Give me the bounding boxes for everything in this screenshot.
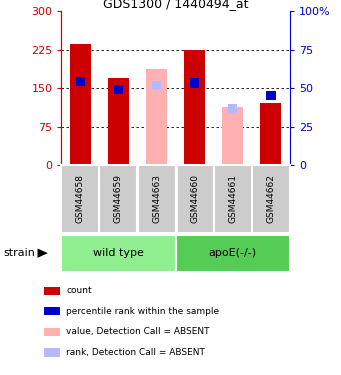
Bar	[76, 77, 85, 86]
Text: percentile rank within the sample: percentile rank within the sample	[66, 307, 220, 316]
Bar	[184, 50, 205, 165]
Polygon shape	[38, 248, 48, 258]
Text: value, Detection Call = ABSENT: value, Detection Call = ABSENT	[66, 327, 210, 336]
Bar	[252, 165, 290, 232]
Text: apoE(-/-): apoE(-/-)	[209, 248, 257, 258]
Text: GSM44662: GSM44662	[266, 174, 275, 223]
Text: strain: strain	[3, 248, 35, 258]
Bar	[214, 165, 252, 232]
Bar	[228, 104, 237, 113]
Title: GDS1300 / 1440494_at: GDS1300 / 1440494_at	[103, 0, 248, 10]
Bar	[146, 69, 167, 165]
Bar	[222, 107, 243, 165]
Bar	[176, 165, 214, 232]
Text: rank, Detection Call = ABSENT: rank, Detection Call = ABSENT	[66, 348, 205, 357]
Bar	[152, 81, 161, 90]
Bar	[70, 44, 91, 165]
Bar	[190, 78, 199, 88]
Bar	[61, 165, 100, 232]
Text: GSM44658: GSM44658	[76, 174, 85, 223]
Bar	[266, 91, 276, 101]
Bar	[260, 104, 281, 165]
Bar	[100, 165, 137, 232]
Text: GSM44659: GSM44659	[114, 174, 123, 223]
Text: GSM44663: GSM44663	[152, 174, 161, 223]
Text: GSM44661: GSM44661	[228, 174, 237, 223]
Text: count: count	[66, 286, 92, 295]
Text: wild type: wild type	[93, 248, 144, 258]
Bar	[176, 235, 290, 272]
Bar	[108, 78, 129, 165]
Bar	[137, 165, 176, 232]
Bar	[61, 235, 176, 272]
Text: GSM44660: GSM44660	[190, 174, 199, 223]
Bar	[114, 85, 123, 94]
